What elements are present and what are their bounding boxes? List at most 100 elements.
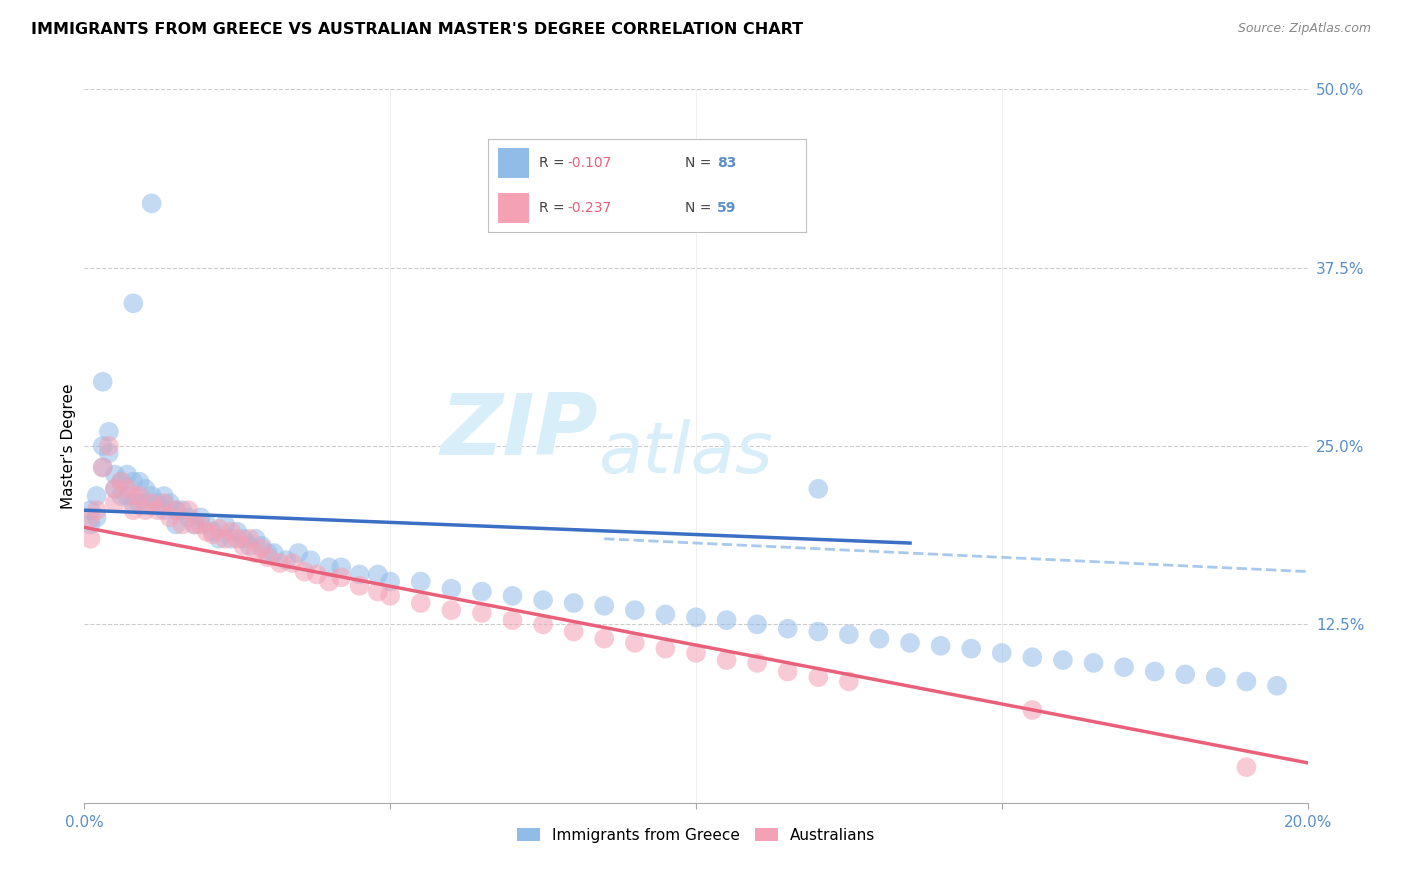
Point — [146, 503, 169, 517]
Point — [128, 475, 150, 489]
Point — [318, 560, 340, 574]
Point — [1114, 660, 1136, 674]
Point — [409, 574, 432, 589]
Point — [122, 475, 145, 489]
Point — [141, 196, 163, 211]
Point — [685, 610, 707, 624]
Point — [471, 606, 494, 620]
Point — [91, 460, 114, 475]
Point — [409, 596, 432, 610]
Point — [1052, 653, 1074, 667]
Point — [172, 503, 194, 517]
Point — [177, 510, 200, 524]
Point — [807, 670, 830, 684]
Point — [838, 674, 860, 689]
Point — [190, 517, 212, 532]
Point — [318, 574, 340, 589]
Text: Source: ZipAtlas.com: Source: ZipAtlas.com — [1237, 22, 1371, 36]
Point — [226, 524, 249, 539]
Point — [153, 496, 176, 510]
Point — [747, 617, 769, 632]
Point — [238, 532, 260, 546]
Point — [929, 639, 952, 653]
Point — [257, 546, 280, 560]
Point — [165, 517, 187, 532]
Point — [250, 539, 273, 553]
Point — [807, 624, 830, 639]
Point — [531, 617, 554, 632]
Point — [716, 613, 738, 627]
Point — [153, 503, 176, 517]
Point — [562, 596, 585, 610]
Point — [299, 553, 322, 567]
Point — [201, 524, 224, 539]
Point — [79, 517, 101, 532]
Point — [624, 603, 647, 617]
Point — [219, 524, 242, 539]
Point — [190, 510, 212, 524]
Point — [208, 522, 231, 536]
Point — [232, 539, 254, 553]
Point — [305, 567, 328, 582]
Point — [471, 584, 494, 599]
Point — [122, 489, 145, 503]
Point — [1143, 665, 1166, 679]
Point — [226, 532, 249, 546]
Point — [960, 641, 983, 656]
Point — [593, 632, 616, 646]
Point — [502, 589, 524, 603]
Point — [1265, 679, 1288, 693]
Point — [104, 482, 127, 496]
Point — [195, 517, 218, 532]
Point — [141, 496, 163, 510]
Point — [172, 517, 194, 532]
Point — [141, 489, 163, 503]
Point — [122, 503, 145, 517]
Point — [562, 624, 585, 639]
Point — [79, 503, 101, 517]
Point — [79, 532, 101, 546]
Point — [183, 517, 205, 532]
Point — [219, 532, 242, 546]
Y-axis label: Master's Degree: Master's Degree — [60, 384, 76, 508]
Point — [122, 496, 145, 510]
Point — [1236, 674, 1258, 689]
Point — [245, 532, 267, 546]
Point — [367, 567, 389, 582]
Point — [685, 646, 707, 660]
Point — [110, 475, 132, 489]
Point — [214, 517, 236, 532]
Point — [86, 503, 108, 517]
Point — [214, 532, 236, 546]
Point — [257, 550, 280, 565]
Point — [91, 375, 114, 389]
Point — [276, 553, 298, 567]
Point — [201, 527, 224, 541]
Point — [838, 627, 860, 641]
Point — [238, 539, 260, 553]
Point — [91, 439, 114, 453]
Point — [135, 482, 157, 496]
Point — [245, 546, 267, 560]
Point — [593, 599, 616, 613]
Text: atlas: atlas — [598, 418, 773, 488]
Point — [287, 546, 309, 560]
Point — [502, 613, 524, 627]
Point — [349, 579, 371, 593]
Point — [86, 489, 108, 503]
Text: IMMIGRANTS FROM GREECE VS AUSTRALIAN MASTER'S DEGREE CORRELATION CHART: IMMIGRANTS FROM GREECE VS AUSTRALIAN MAS… — [31, 22, 803, 37]
Point — [747, 656, 769, 670]
Point — [440, 603, 463, 617]
Point — [367, 584, 389, 599]
Point — [330, 560, 353, 574]
Point — [380, 589, 402, 603]
Point — [1021, 650, 1043, 665]
Point — [86, 510, 108, 524]
Point — [165, 503, 187, 517]
Point — [97, 446, 120, 460]
Legend: Immigrants from Greece, Australians: Immigrants from Greece, Australians — [510, 822, 882, 848]
Point — [104, 482, 127, 496]
Point — [654, 607, 676, 622]
Point — [104, 467, 127, 482]
Point — [1236, 760, 1258, 774]
